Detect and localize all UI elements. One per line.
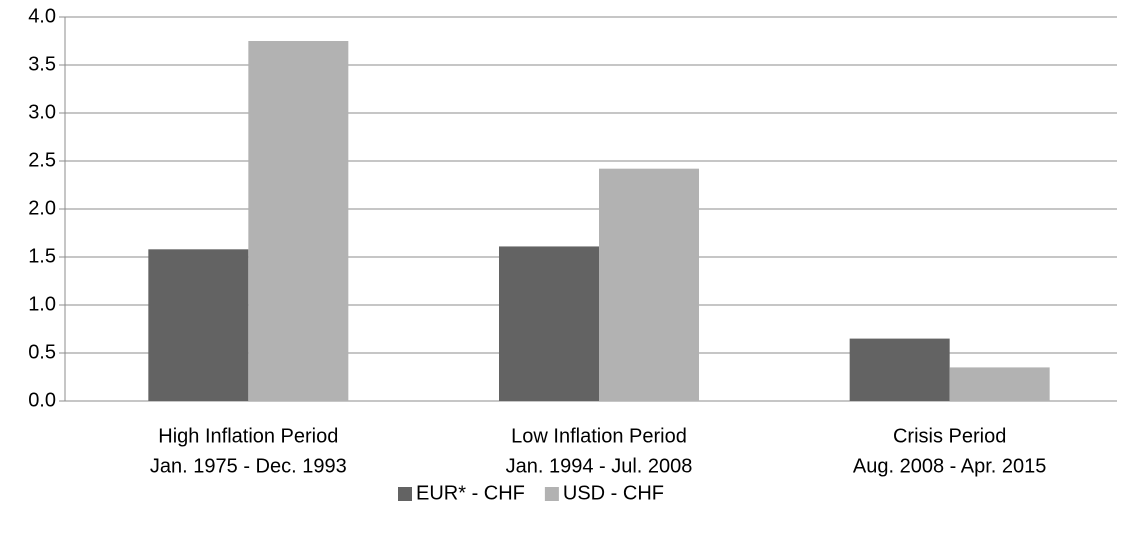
bar	[499, 246, 599, 401]
x-tick-label: Low Inflation Period	[511, 425, 687, 447]
x-tick-label: Jan. 1994 - Jul. 2008	[506, 455, 693, 477]
bar	[248, 41, 349, 401]
legend-swatch	[398, 487, 412, 501]
legend-label: USD - CHF	[563, 482, 664, 504]
x-tick-label: High Inflation Period	[158, 425, 338, 447]
y-tick-label: 3.5	[28, 53, 56, 75]
y-tick-label: 2.5	[28, 149, 56, 171]
y-tick-label: 1.5	[28, 245, 56, 267]
legend-swatch	[544, 487, 559, 501]
bar	[148, 249, 249, 401]
y-tick-label: 2.0	[28, 197, 56, 219]
y-tick-label: 0.0	[28, 389, 56, 411]
y-tick-label: 3.0	[28, 101, 56, 123]
x-tick-label: Crisis Period	[893, 425, 1006, 447]
bar	[949, 367, 1050, 401]
y-tick-label: 0.5	[28, 341, 56, 363]
bar	[849, 338, 950, 401]
legend-label: EUR* - CHF	[416, 482, 525, 504]
y-tick-label: 1.0	[28, 293, 56, 315]
x-tick-label: Aug. 2008 - Apr. 2015	[853, 455, 1047, 477]
bar	[599, 168, 699, 401]
x-tick-label: Jan. 1975 - Dec. 1993	[150, 455, 347, 477]
y-tick-label: 4.0	[28, 5, 56, 27]
